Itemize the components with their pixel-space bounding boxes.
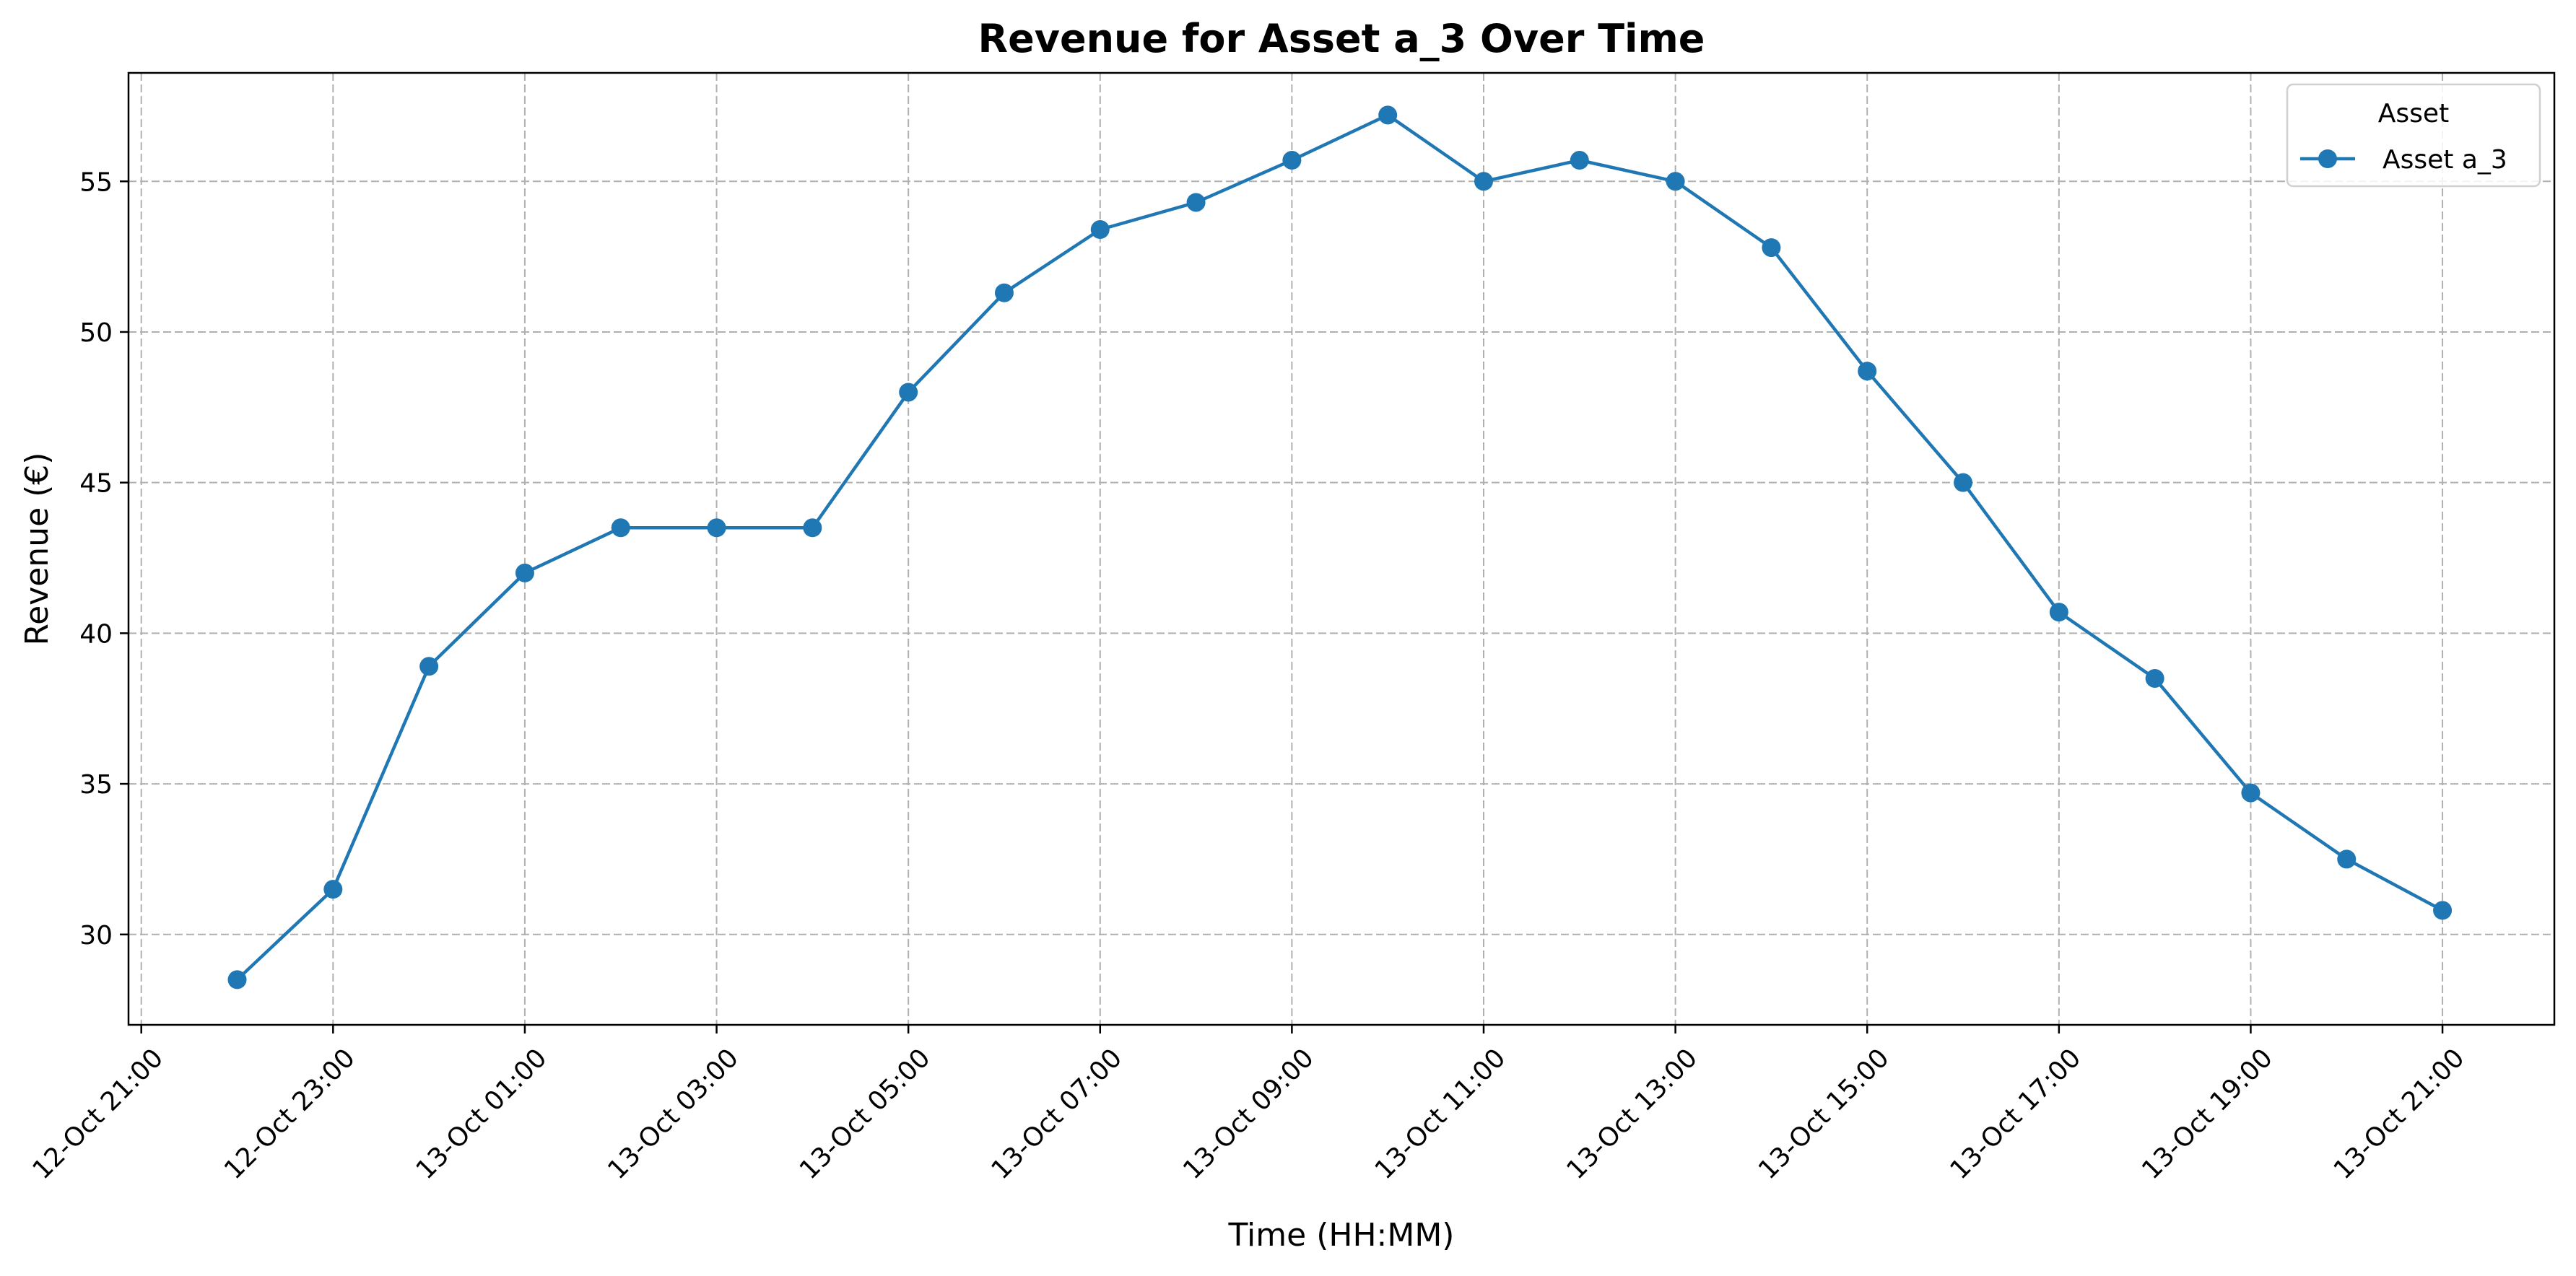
x-tick-label: 13-Oct 09:00 xyxy=(1178,1043,1320,1185)
data-point xyxy=(994,283,1014,302)
series-layer xyxy=(227,105,2453,989)
x-tick-label: 13-Oct 21:00 xyxy=(2328,1043,2471,1185)
legend-box xyxy=(2286,83,2541,188)
data-point xyxy=(227,970,247,989)
x-tick-label: 13-Oct 05:00 xyxy=(794,1043,936,1185)
y-tick-label: 45 xyxy=(79,469,113,499)
series-line-asset-a3 xyxy=(235,113,2444,982)
legend: Asset Asset a_3 xyxy=(2286,83,2541,188)
data-point xyxy=(1570,151,1589,170)
x-tick-label: 12-Oct 23:00 xyxy=(219,1043,361,1185)
x-tick-label: 13-Oct 11:00 xyxy=(1370,1043,1512,1185)
data-point xyxy=(1954,473,1973,492)
y-tick-label: 35 xyxy=(79,770,113,800)
y-axis-title: Revenue (€) xyxy=(19,453,56,646)
chart-title: Revenue for Asset a_3 Over Time xyxy=(978,16,1705,61)
data-point xyxy=(2049,603,2068,622)
legend-title: Asset xyxy=(2378,99,2449,128)
data-point xyxy=(803,518,822,538)
legend-marker-sample xyxy=(2318,149,2337,168)
data-point xyxy=(1186,193,1206,212)
grid xyxy=(129,73,2554,1025)
data-point xyxy=(2145,668,2164,688)
data-point xyxy=(515,563,534,582)
x-tick-label: 13-Oct 15:00 xyxy=(1753,1043,1895,1185)
data-point xyxy=(899,383,918,402)
data-point xyxy=(1762,238,1781,258)
data-point xyxy=(1474,172,1493,191)
x-tick-label: 13-Oct 17:00 xyxy=(1945,1043,2087,1185)
data-point xyxy=(707,518,726,538)
x-tick-label: 13-Oct 01:00 xyxy=(411,1043,553,1185)
data-point xyxy=(1090,220,1110,240)
plot-frame xyxy=(127,71,2556,1026)
x-tick-label: 13-Oct 19:00 xyxy=(2136,1043,2279,1185)
x-tick-label: 12-Oct 21:00 xyxy=(27,1043,169,1185)
data-point xyxy=(1378,105,1398,125)
y-tick-label: 55 xyxy=(79,167,113,197)
y-tick-label: 30 xyxy=(79,921,113,951)
data-point xyxy=(611,518,630,538)
data-point xyxy=(1282,151,1302,170)
x-tick-label: 13-Oct 13:00 xyxy=(1561,1043,1703,1185)
data-point xyxy=(2433,901,2453,920)
y-tick-label: 50 xyxy=(79,318,113,348)
data-point xyxy=(1858,362,1877,381)
x-tick-label: 13-Oct 07:00 xyxy=(985,1043,1128,1185)
data-point xyxy=(323,880,343,899)
x-axis-title: Time (HH:MM) xyxy=(1228,1217,1455,1254)
axes: 12-Oct 21:00 12-Oct 23:00 13-Oct 01:00 13-O… xyxy=(27,71,2556,1185)
data-point xyxy=(419,657,439,676)
x-tick-label: 13-Oct 03:00 xyxy=(602,1043,744,1185)
labels: Revenue for Asset a_3 Over Time Time (HH… xyxy=(19,16,1705,1254)
data-point xyxy=(2337,849,2357,869)
legend-series-label: Asset a_3 xyxy=(2383,145,2507,175)
data-point xyxy=(1666,172,1685,191)
y-tick-label: 40 xyxy=(79,619,113,649)
data-point xyxy=(2241,783,2260,803)
